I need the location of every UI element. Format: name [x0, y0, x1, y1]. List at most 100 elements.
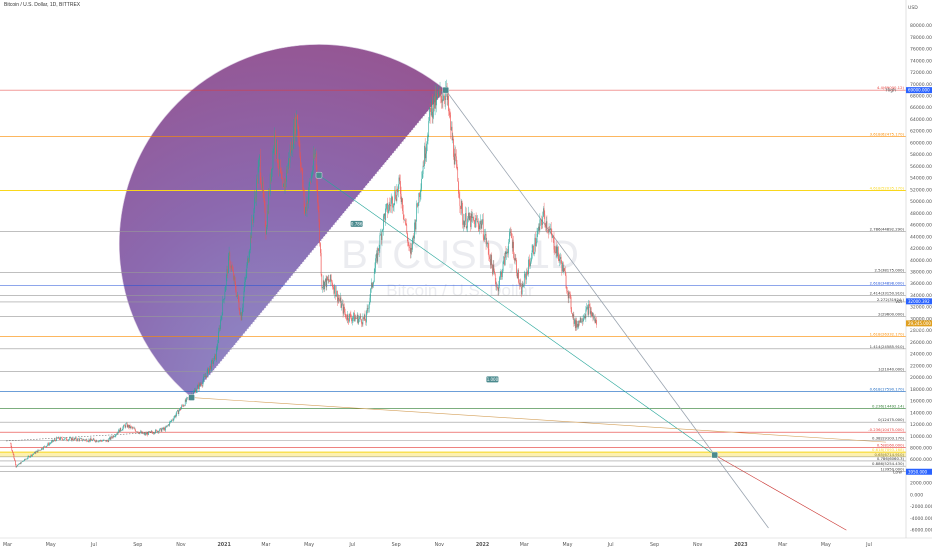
candle-body	[331, 280, 333, 283]
time-tick: Nov	[693, 542, 703, 548]
candle-body	[198, 384, 199, 390]
candle-body	[253, 208, 255, 220]
fib-fan-baseline[interactable]	[191, 89, 447, 398]
candle-body	[110, 436, 112, 440]
candle-body	[410, 247, 412, 254]
candle-body	[392, 197, 393, 208]
candle-body	[305, 207, 307, 212]
candle-body	[390, 204, 391, 207]
candle-body	[422, 173, 423, 179]
candle-body	[214, 354, 216, 357]
candle-body	[30, 454, 32, 457]
candle-body	[326, 276, 328, 288]
candle-body	[290, 149, 291, 153]
candle-body	[568, 292, 570, 299]
candle-body	[559, 258, 560, 262]
trend-line-red[interactable]	[714, 454, 847, 531]
candle-body	[95, 440, 97, 442]
time-tick: May	[821, 542, 831, 548]
candle-body	[592, 312, 594, 319]
candle-body	[379, 235, 381, 249]
candle-body	[284, 183, 285, 191]
candle-body	[573, 314, 575, 324]
time-axis[interactable]: Mar May Jul Sep Nov 2021 Mar May Jul Sep Nov 2022 Ma…	[0, 537, 932, 548]
candle-body	[463, 220, 465, 228]
candle-body	[360, 315, 362, 320]
candle-body	[513, 241, 514, 258]
fib-levels[interactable]: 4.4(69000.12) 3.618(62475.170) 4.618(52035…	[0, 85, 906, 472]
candle-body	[238, 301, 240, 310]
bubble-label-text: 1.000	[487, 377, 499, 382]
candle-body	[184, 399, 186, 406]
candle-body	[457, 168, 459, 182]
candle-body	[279, 159, 281, 171]
candle-body	[424, 145, 425, 166]
candle-body	[170, 421, 171, 423]
candle-body	[179, 408, 181, 410]
candle-body	[412, 236, 414, 238]
candle-body	[362, 317, 364, 325]
candle-body	[55, 440, 56, 442]
candle-body	[288, 158, 290, 163]
candle-body	[397, 188, 398, 193]
candle-body	[186, 397, 187, 402]
candle-body	[148, 431, 150, 433]
fib-fan-arc[interactable]	[118, 44, 447, 398]
fib-level-label: 2.272(31924.)	[877, 297, 905, 302]
candle-body	[522, 283, 524, 287]
candle-body	[509, 232, 510, 243]
fib-level-label: 0.382(9103.170)	[872, 435, 904, 440]
candle-body	[271, 168, 272, 181]
candle-body	[556, 246, 558, 257]
candle-body	[48, 443, 49, 446]
candle-body	[283, 183, 284, 187]
candle-body	[285, 179, 287, 182]
price-axis[interactable]: USD -6000.000 -4000.000 -2000.000 0.000 2000…	[885, 0, 932, 538]
candle-body	[485, 234, 487, 245]
candle-body	[175, 414, 177, 417]
candle-body	[410, 247, 411, 254]
candle-body	[232, 268, 233, 271]
trend-line-down[interactable]	[445, 89, 769, 529]
candle-body	[58, 437, 59, 439]
candle-body	[502, 261, 504, 272]
candle-body	[244, 281, 245, 291]
candle-body	[279, 159, 280, 169]
candle-body	[327, 279, 329, 281]
candle-body	[380, 234, 381, 236]
time-tick: Sep	[650, 542, 659, 548]
candle-body	[469, 215, 471, 220]
trend-line-orange[interactable]	[191, 397, 887, 443]
candle-body	[289, 149, 291, 163]
candle-body	[19, 463, 20, 465]
candle-body	[359, 317, 360, 319]
candle-body	[325, 278, 326, 282]
candle-body	[286, 169, 288, 174]
trend-line-teal[interactable]	[318, 174, 715, 456]
fib-level-label: 0.886(5254.430)	[872, 461, 904, 466]
candle-body	[29, 456, 30, 458]
candle-body	[494, 270, 495, 274]
candle-body	[226, 268, 228, 276]
candle-body	[402, 210, 404, 215]
candle-body	[546, 221, 548, 230]
candle-body	[545, 221, 547, 228]
candle-body	[333, 288, 335, 294]
candle-body	[545, 223, 546, 228]
candle-body	[505, 251, 507, 254]
candle-body	[330, 274, 332, 281]
candle-body	[594, 317, 595, 318]
fib-fan[interactable]	[118, 44, 447, 398]
candle-body	[180, 407, 182, 410]
candle-body	[544, 214, 546, 224]
candle-body	[576, 320, 577, 328]
candle-body	[230, 265, 232, 268]
candle-body	[439, 91, 440, 93]
candle-body	[202, 381, 204, 386]
candle-body	[34, 452, 35, 454]
candle-body	[37, 449, 39, 453]
candle-body	[365, 320, 367, 323]
candle-body	[206, 370, 208, 378]
candle-body	[442, 99, 444, 101]
